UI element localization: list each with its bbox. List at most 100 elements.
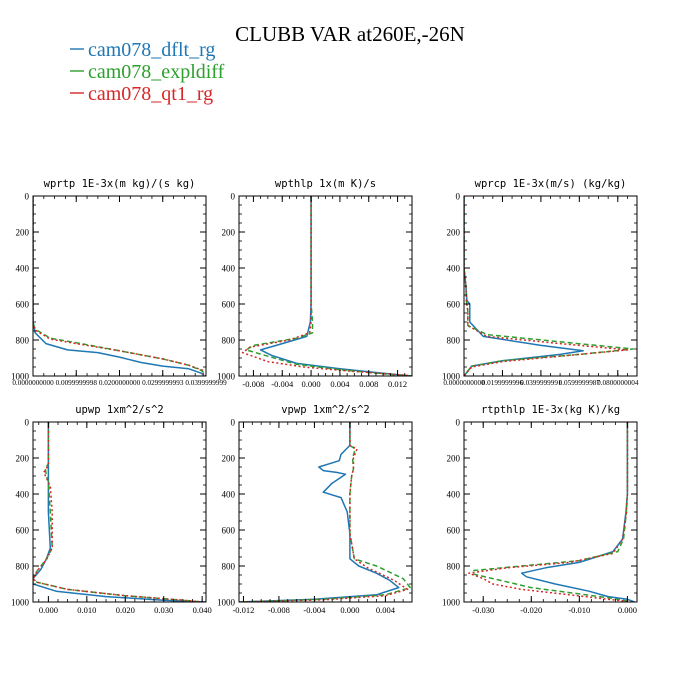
series-group (239, 422, 411, 602)
x-tick-label: 0.0800000004 (597, 379, 639, 387)
chart-panel: rtpthlp 1E-3x(kg K)/kg 0 200 400 600 800 1000 -… (442, 404, 638, 615)
x-tick-label: 0.012 (388, 379, 407, 389)
y-tick-label: 400 (222, 490, 236, 500)
x-tick-label: 0.0000000000 (12, 379, 54, 387)
x-tick-label: 0.0000000000 (443, 379, 485, 387)
x-tick-label: 0.000 (340, 605, 359, 615)
series-line-cam078_dflt_rg (33, 196, 205, 376)
legend-label: cam078_expldiff (88, 61, 225, 83)
x-tick-label: -0.008 (242, 379, 264, 389)
x-tick-label: 0.0399999999 (185, 379, 227, 387)
panel-title: vpwp 1xm^2/s^2 (281, 404, 370, 416)
series-line-cam078_qt1_rg (241, 196, 412, 376)
plot-frame (32, 195, 207, 377)
y-tick-label: 400 (447, 490, 461, 500)
y-tick-label: 800 (16, 336, 30, 346)
y-tick-label: 1000 (442, 372, 461, 382)
x-tick-label: 0.0299999993 (142, 379, 184, 387)
series-group (33, 422, 206, 602)
y-tick-label: 0 (456, 192, 461, 202)
series-line-cam078_qt1_rg (33, 196, 205, 376)
series-group (241, 196, 412, 376)
y-tick-label: 400 (16, 490, 30, 500)
x-tick-label: 0.008 (359, 379, 378, 389)
panel-title: upwp 1xm^2/s^2 (75, 404, 164, 416)
panel-title: rtpthlp 1E-3x(kg K)/kg (481, 404, 620, 416)
y-tick-label: 200 (447, 454, 461, 464)
series-line-cam078_qt1_rg (468, 422, 633, 602)
x-tick-label: 0.020 (116, 605, 135, 615)
y-tick-label: 800 (447, 336, 461, 346)
x-tick-label: 0.0099999998 (56, 379, 98, 387)
x-tick-label: 0.010 (77, 605, 96, 615)
y-tick-label: 200 (16, 454, 30, 464)
y-tick-label: 800 (16, 562, 30, 572)
panel-title: wpthlp 1x(m K)/s (275, 178, 376, 190)
x-tick-label: -0.012 (232, 605, 254, 615)
y-tick-label: 0 (25, 418, 30, 428)
chart-panel: upwp 1xm^2/s^2 0 200 400 600 800 1000 0.000 0.01… (11, 404, 212, 615)
x-tick-label: -0.030 (472, 605, 494, 615)
series-line-cam078_dflt_rg (520, 422, 635, 602)
y-tick-label: 200 (222, 454, 236, 464)
y-tick-label: 600 (447, 526, 461, 536)
plot-frame (32, 421, 207, 603)
y-tick-label: 600 (447, 300, 461, 310)
series-line-cam078_dflt_rg (33, 422, 206, 602)
x-tick-label: 0.0599999987 (559, 379, 601, 387)
series-line-cam078_expldiff (239, 422, 411, 602)
legend-label: cam078_dflt_rg (88, 39, 215, 61)
x-tick-label: 0.0399999991 (520, 379, 562, 387)
x-tick-label: -0.008 (268, 605, 290, 615)
y-tick-label: 1000 (217, 598, 236, 608)
x-tick-label: 0.000 (618, 605, 637, 615)
y-tick-label: 1000 (217, 372, 236, 382)
x-tick-label: 0.0200000000 (99, 379, 141, 387)
y-tick-label: 600 (16, 526, 30, 536)
y-tick-label: 800 (222, 336, 236, 346)
series-line-cam078_qt1_rg (464, 196, 629, 376)
series-group (468, 422, 635, 602)
y-tick-label: 400 (222, 264, 236, 274)
x-tick-label: -0.020 (520, 605, 542, 615)
y-tick-label: 200 (16, 228, 30, 238)
legend-entry: cam078_qt1_rg (70, 83, 213, 105)
x-tick-label: -0.010 (568, 605, 590, 615)
y-tick-label: 1000 (442, 598, 461, 608)
chart-panel: wprcp 1E-3x(m/s) (kg/kg) 0 200 400 600 800 100… (442, 178, 639, 387)
series-line-cam078_dflt_rg (259, 196, 412, 376)
y-tick-label: 0 (25, 192, 30, 202)
y-tick-label: 800 (447, 562, 461, 572)
panel-title: wprtp 1E-3x(m kg)/(s kg) (44, 178, 196, 190)
charts: wprtp 1E-3x(m kg)/(s kg) 0 200 400 600 800 100… (11, 178, 639, 615)
y-tick-label: 600 (222, 300, 236, 310)
plot-frame (238, 421, 413, 603)
y-tick-label: 400 (16, 264, 30, 274)
series-line-cam078_expldiff (245, 196, 412, 376)
y-tick-label: 200 (222, 228, 236, 238)
legend-entry: cam078_expldiff (70, 61, 225, 83)
series-line-cam078_expldiff (33, 196, 206, 376)
y-tick-label: 1000 (11, 372, 30, 382)
series-line-cam078_dflt_rg (464, 196, 584, 376)
legend: cam078_dflt_rgcam078_expldiffcam078_qt1_… (70, 39, 225, 105)
y-tick-label: 400 (447, 264, 461, 274)
legend-label: cam078_qt1_rg (88, 83, 213, 105)
y-tick-label: 200 (447, 228, 461, 238)
x-tick-label: 0.040 (193, 605, 212, 615)
x-tick-label: 0.000 (39, 605, 58, 615)
series-group (33, 196, 206, 376)
x-tick-label: 0.004 (376, 605, 396, 615)
x-tick-label: -0.004 (303, 605, 326, 615)
legend-entry: cam078_dflt_rg (70, 39, 215, 61)
y-tick-label: 1000 (11, 598, 30, 608)
figure-title: CLUBB VAR at260E,-26N (235, 22, 465, 46)
plot-frame (463, 421, 638, 603)
chart-panel: wprtp 1E-3x(m kg)/(s kg) 0 200 400 600 800 100… (11, 178, 227, 387)
x-tick-label: 0.004 (330, 379, 350, 389)
chart-panel: wpthlp 1x(m K)/s 0 200 400 600 800 1000 -0.008-… (217, 178, 413, 389)
x-tick-label: -0.004 (271, 379, 294, 389)
series-group (464, 196, 634, 376)
y-tick-label: 0 (231, 192, 236, 202)
